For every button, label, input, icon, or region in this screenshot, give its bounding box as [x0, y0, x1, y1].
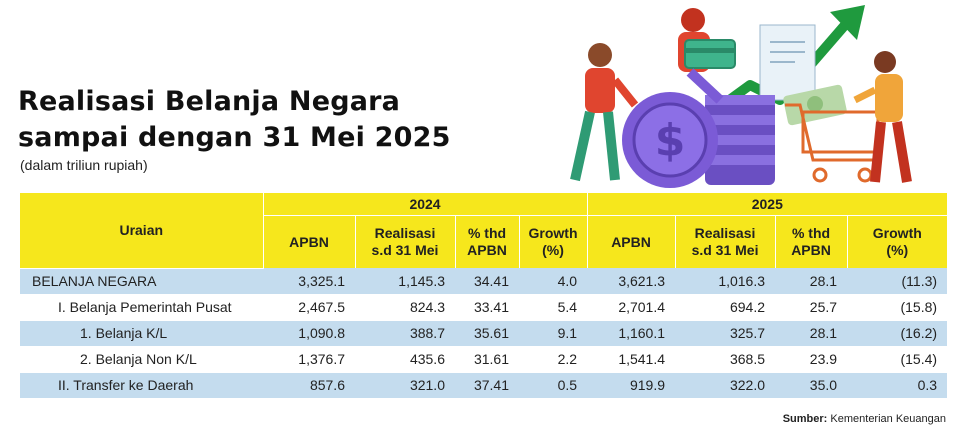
cell-value: 37.41: [455, 372, 519, 399]
title-line-1: Realisasi Belanja Negara: [18, 86, 401, 117]
cell-value: 1,145.3: [355, 268, 455, 295]
cell-value: (15.8): [847, 294, 948, 321]
column-header-apbn-2025: APBN: [586, 215, 676, 268]
cell-value: 388.7: [355, 320, 455, 347]
cell-value: 0.3: [847, 372, 948, 399]
cell-value: 435.6: [355, 346, 455, 373]
cell-value: 9.1: [519, 320, 588, 347]
source-label: Sumber:: [782, 413, 828, 425]
table-row: I. Belanja Pemerintah Pusat 2,467.5 824.…: [20, 294, 948, 321]
cell-value: 2,467.5: [263, 294, 355, 321]
source-text: Kementerian Keuangan: [830, 413, 946, 425]
cell-value: 33.41: [455, 294, 519, 321]
coin-stack-icon: [705, 95, 775, 185]
column-header-pct-2025: % thd APBN: [774, 215, 848, 268]
row-label: II. Transfer ke Daerah: [20, 372, 263, 399]
cell-value: 322.0: [675, 372, 776, 399]
column-header-growth-2024: Growth (%): [518, 215, 588, 268]
cell-value: (11.3): [847, 268, 948, 295]
page-title: Realisasi Belanja Negara sampai dengan 3…: [18, 84, 451, 156]
year-header-2024: 2024: [262, 193, 588, 216]
row-label: 2. Belanja Non K/L: [20, 346, 263, 373]
cell-value: 4.0: [519, 268, 588, 295]
row-label: 1. Belanja K/L: [20, 320, 263, 347]
cell-value: (15.4): [847, 346, 948, 373]
table-row: II. Transfer ke Daerah 857.6 321.0 37.41…: [20, 372, 948, 399]
finance-illustration: $: [570, 5, 912, 188]
cell-value: 35.61: [455, 320, 519, 347]
cell-value: 35.0: [775, 372, 848, 399]
table-row: 1. Belanja K/L 1,090.8 388.7 35.61 9.1 1…: [20, 320, 948, 347]
dollar-coin-icon: $: [622, 92, 718, 188]
column-header-realisasi-2024: Realisasi s.d 31 Mei: [354, 215, 455, 268]
receipt-icon: [759, 24, 816, 101]
cell-value: 321.0: [355, 372, 455, 399]
year-header-2025: 2025: [586, 193, 948, 216]
cell-value: 1,016.3: [675, 268, 776, 295]
table-row: BELANJA NEGARA 3,325.1 1,145.3 34.41 4.0…: [20, 268, 948, 295]
table-row: 2. Belanja Non K/L 1,376.7 435.6 31.61 2…: [20, 346, 948, 373]
cell-value: 824.3: [355, 294, 455, 321]
cell-value: 694.2: [675, 294, 776, 321]
cell-value: 1,376.7: [263, 346, 355, 373]
column-header-growth-2025: Growth (%): [846, 215, 948, 268]
column-header-pct-2024: % thd APBN: [454, 215, 519, 268]
cell-value: 368.5: [675, 346, 776, 373]
cell-value: 1,090.8: [263, 320, 355, 347]
person-right-icon: [853, 51, 912, 183]
svg-text:$: $: [655, 115, 686, 166]
cell-value: 5.4: [519, 294, 588, 321]
spending-table: Uraian 2024 2025 APBN Realisasi s.d 31 Me…: [20, 193, 948, 399]
cell-value: 919.9: [587, 372, 676, 399]
cell-value: 31.61: [455, 346, 519, 373]
column-header-realisasi-2025: Realisasi s.d 31 Mei: [674, 215, 776, 268]
cell-value: 2,701.4: [587, 294, 676, 321]
cell-value: 1,160.1: [587, 320, 676, 347]
cell-value: 3,621.3: [587, 268, 676, 295]
cell-value: 25.7: [775, 294, 848, 321]
column-header-apbn-2024: APBN: [262, 215, 355, 268]
cell-value: 1,541.4: [587, 346, 676, 373]
year-header-row: Uraian 2024 2025: [20, 193, 948, 269]
cell-value: 0.5: [519, 372, 588, 399]
cell-value: 2.2: [519, 346, 588, 373]
source-note: Sumber: Kementerian Keuangan: [783, 413, 946, 425]
person-card-icon: [678, 8, 736, 104]
person-left-icon: [570, 43, 639, 182]
row-label: BELANJA NEGARA: [20, 268, 263, 295]
cell-value: 3,325.1: [263, 268, 355, 295]
cell-value: 28.1: [775, 320, 848, 347]
title-line-2: sampai dengan 31 Mei 2025: [18, 122, 451, 153]
cell-value: 857.6: [263, 372, 355, 399]
subtitle: (dalam triliun rupiah): [20, 157, 148, 173]
row-label: I. Belanja Pemerintah Pusat: [20, 294, 263, 321]
cell-value: 23.9: [775, 346, 848, 373]
banknote-icon: [783, 84, 847, 126]
cell-value: 34.41: [455, 268, 519, 295]
cell-value: 325.7: [675, 320, 776, 347]
cell-value: 28.1: [775, 268, 848, 295]
column-header-uraian: Uraian: [20, 193, 263, 269]
cell-value: (16.2): [847, 320, 948, 347]
